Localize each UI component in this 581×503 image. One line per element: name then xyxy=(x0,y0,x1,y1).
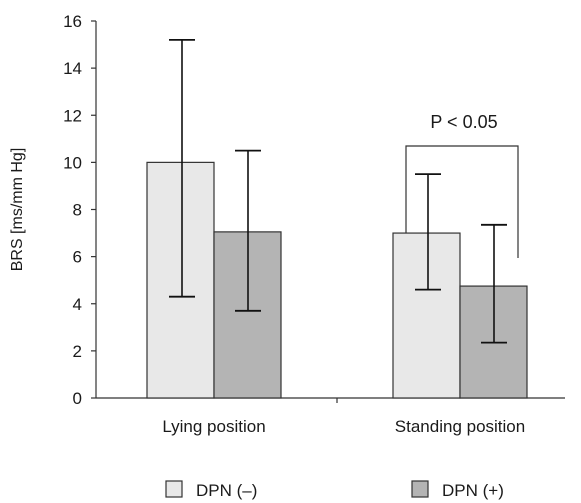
legend: DPN (–) DPN (+) xyxy=(165,480,504,500)
y-tick-label: 2 xyxy=(73,342,82,361)
y-tick-label: 6 xyxy=(73,248,82,267)
x-ticks: Lying position Standing position xyxy=(162,398,525,436)
y-tick-label: 14 xyxy=(63,59,82,78)
legend-swatch-dpn-minus xyxy=(165,480,183,498)
x-axis: Lying position Standing position xyxy=(96,397,565,436)
y-tick-label: 10 xyxy=(63,153,82,172)
legend-swatch-dpn-plus xyxy=(411,480,429,498)
y-tick-label: 8 xyxy=(73,201,82,220)
x-category-label: Lying position xyxy=(162,417,265,436)
significance-bracket xyxy=(405,145,519,258)
y-ticks: 0 2 4 6 8 10 12 14 16 xyxy=(63,12,96,408)
legend-label-dpn-plus: DPN (+) xyxy=(442,481,504,500)
y-tick-label: 4 xyxy=(73,295,82,314)
significance-annotation: P < 0.05 xyxy=(405,112,519,258)
y-tick-label: 16 xyxy=(63,12,82,31)
y-axis: 0 2 4 6 8 10 12 14 16 BRS [ms/mm Hg] xyxy=(9,12,97,408)
y-tick-label: 0 xyxy=(73,389,82,408)
bar-dpn-minus xyxy=(146,161,215,399)
y-tick-label: 12 xyxy=(63,106,82,125)
bars xyxy=(146,161,528,399)
error-bars xyxy=(169,38,507,344)
x-category-label: Standing position xyxy=(395,417,525,436)
y-axis-label: BRS [ms/mm Hg] xyxy=(9,148,26,272)
legend-label-dpn-minus: DPN (–) xyxy=(196,481,257,500)
significance-label: P < 0.05 xyxy=(430,112,497,132)
bar-dpn-minus xyxy=(392,232,461,399)
